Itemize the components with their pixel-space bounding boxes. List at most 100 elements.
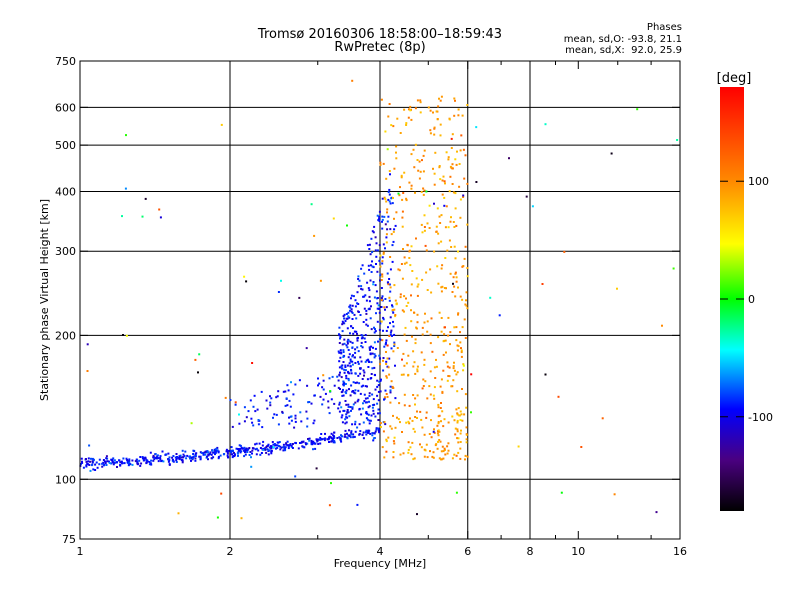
echo-point [417,283,420,286]
echo-point [101,465,104,468]
echo-point [274,444,277,447]
echo-point [350,308,353,311]
echo-point [443,196,446,199]
echo-point [85,458,87,460]
echo-point [457,108,460,111]
echo-point [306,417,309,420]
echo-point [345,392,348,395]
echo-point [337,386,340,389]
echo-point [397,192,400,195]
echo-point [389,286,392,289]
echo-point [120,460,123,463]
echo-point [315,467,318,470]
echo-point [273,413,276,416]
echo-point [134,460,137,463]
colorbar-tick-label: 100 [748,175,769,188]
echo-point [270,446,273,448]
echo-point [379,279,381,282]
echo-point [412,148,415,151]
echo-point [359,356,362,359]
x-tick-label: 8 [527,545,534,558]
echo-point [308,401,311,403]
echo-point [342,361,345,363]
echo-point [366,397,369,400]
echo-point [444,326,446,329]
echo-point [338,410,341,413]
echo-point [403,262,406,265]
echo-point [348,434,351,437]
echo-point [375,428,378,431]
echo-point [466,104,469,106]
echo-point [388,193,391,196]
echo-point [383,456,386,459]
echo-point [287,447,290,450]
echo-point [392,414,394,417]
echo-point [95,461,98,464]
echo-point [405,124,408,126]
echo-point [153,457,156,460]
echo-point [90,457,92,460]
echo-point [215,447,218,450]
echo-point [404,326,407,329]
echo-point [300,420,303,423]
echo-point [364,294,367,297]
echo-point [337,407,340,410]
echo-point [362,437,365,440]
echo-point [206,455,208,458]
echo-point [338,342,341,344]
echo-point [312,440,315,443]
echo-point [453,361,455,364]
echo-point [338,436,341,439]
echo-point [405,421,408,424]
echo-point [357,398,360,401]
echo-point [159,457,162,459]
echo-point [167,460,170,463]
echo-point [377,427,380,430]
echo-point [379,363,381,366]
echo-point [102,464,105,467]
echo-point [149,462,152,465]
echo-point [369,279,372,282]
echo-point [379,338,382,341]
echo-point [412,427,415,430]
echo-point [451,167,454,170]
echo-point [456,390,459,393]
echo-point [342,388,344,391]
echo-point [135,458,138,461]
echo-point [124,187,127,190]
echo-point [322,379,325,382]
echo-point [412,458,415,461]
echo-point [389,333,392,336]
echo-point [405,297,407,300]
echo-point [313,419,316,422]
echo-point [377,419,380,421]
echo-point [220,123,223,126]
echo-point [391,385,394,388]
echo-point [349,365,352,368]
echo-point [243,455,246,458]
echo-point [181,449,184,452]
echo-point [358,279,361,282]
echo-point [429,370,432,373]
echo-point [401,210,404,213]
echo-point [313,234,316,237]
echo-point [342,351,345,353]
echo-point [405,339,408,342]
echo-point [390,233,393,236]
echo-point [430,419,432,422]
echo-point [243,275,246,278]
echo-point [454,192,457,195]
echo-point [346,224,348,227]
echo-point [345,416,348,419]
echo-point [339,349,342,352]
echo-point [305,443,307,446]
echo-point [354,348,357,351]
echo-point [290,381,292,384]
echo-point [374,284,377,287]
echo-point [371,404,374,406]
echo-point [439,99,442,102]
echo-point [372,283,375,286]
echo-point [417,169,420,172]
echo-point [257,419,260,421]
echo-point [277,291,280,293]
